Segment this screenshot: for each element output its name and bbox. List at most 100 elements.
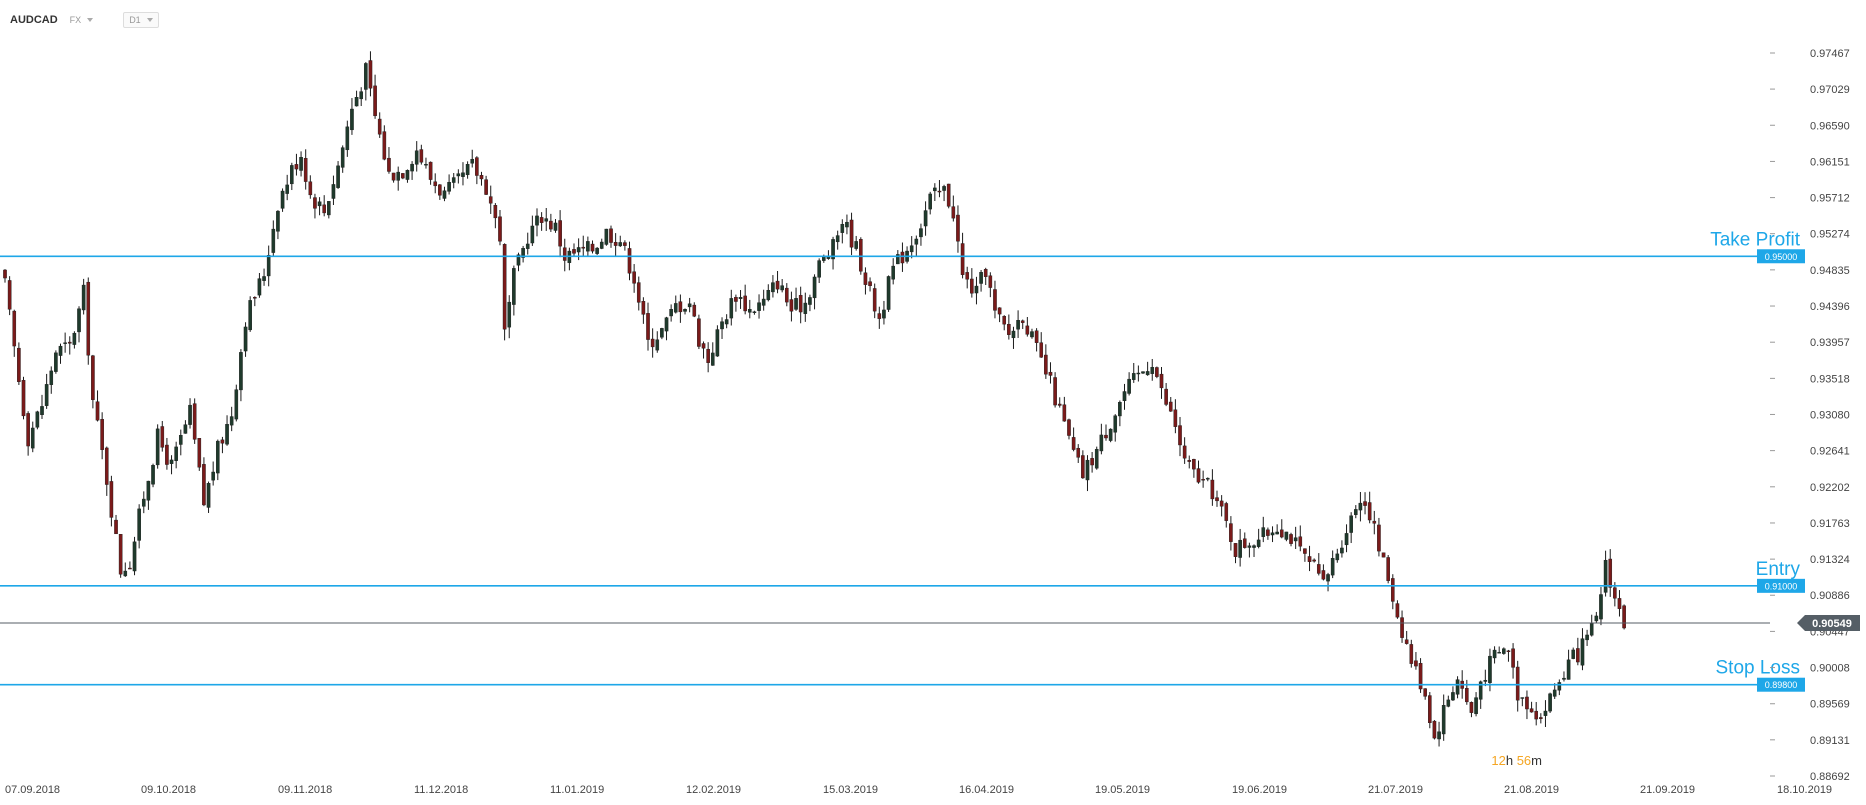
candle (1409, 639, 1414, 668)
candle (1303, 548, 1307, 562)
candle (599, 238, 604, 250)
candle (1279, 519, 1284, 539)
candle (123, 562, 128, 577)
candle (1145, 361, 1150, 376)
level-tag: 0.91000 (1765, 581, 1798, 591)
candle (1039, 332, 1044, 358)
candle (1358, 491, 1363, 522)
candle (817, 258, 821, 284)
candle (294, 153, 299, 176)
candle (1020, 319, 1025, 329)
candle (558, 210, 562, 258)
candle (160, 420, 165, 452)
candle (567, 247, 572, 271)
candle (146, 480, 151, 510)
candle (1474, 692, 1478, 717)
candle (1099, 423, 1104, 455)
chevron-down-icon (87, 18, 94, 22)
countdown-hours-unit: h (1505, 753, 1514, 768)
candle (1219, 495, 1224, 517)
candle (512, 265, 516, 316)
candle (1367, 491, 1372, 524)
candle (692, 302, 697, 318)
candle (1344, 524, 1349, 553)
candle (715, 325, 720, 357)
symbol-label: AUDCAD (10, 14, 58, 26)
candle (1173, 399, 1178, 434)
y-tick-label: 0.89569 (1810, 699, 1850, 711)
candle (118, 534, 123, 578)
candle (521, 245, 525, 263)
candle (1275, 524, 1279, 535)
candle (595, 246, 599, 256)
candle (1168, 396, 1173, 412)
candle (1150, 358, 1155, 381)
candle (840, 219, 845, 244)
y-tick-label: 0.93518 (1810, 373, 1850, 385)
candle (1284, 531, 1289, 542)
candle (1400, 610, 1404, 643)
candle (516, 252, 521, 272)
candle (405, 169, 410, 183)
candle (313, 193, 317, 219)
candle (609, 225, 613, 248)
candle (1136, 365, 1141, 382)
candle (1187, 455, 1192, 469)
candle (729, 289, 734, 326)
candle (1539, 713, 1543, 724)
candle (530, 215, 535, 246)
candle (1543, 700, 1548, 727)
x-tick-label: 11.01.2019 (550, 784, 604, 796)
candle (1201, 470, 1205, 488)
candle (914, 235, 919, 256)
candle (202, 457, 206, 507)
candle (1131, 362, 1136, 383)
level-name: Stop Loss (1716, 658, 1801, 679)
candle (951, 195, 956, 222)
candle (1071, 427, 1076, 452)
market-dropdown[interactable]: FX (70, 15, 94, 25)
y-tick-label: 0.95712 (1810, 193, 1850, 205)
candle (1594, 611, 1599, 623)
chevron-down-icon (146, 18, 153, 22)
candle (1497, 646, 1501, 654)
candle (886, 275, 891, 312)
candle (178, 429, 183, 456)
candle (1608, 549, 1613, 597)
candle (327, 201, 331, 219)
candle (414, 141, 419, 172)
candle (345, 120, 350, 157)
chart-toolbar: AUDCAD FX D1 (10, 10, 159, 30)
candle (1515, 660, 1520, 712)
y-tick-label: 0.94396 (1810, 301, 1850, 313)
candle (1159, 367, 1164, 399)
timeframe-dropdown[interactable]: D1 (123, 12, 159, 28)
candle (1603, 550, 1608, 597)
candle (905, 246, 909, 264)
candle (562, 238, 567, 272)
candle (1492, 646, 1497, 664)
candle (1502, 647, 1506, 655)
candle (581, 235, 586, 257)
candle (253, 296, 257, 307)
candle (738, 290, 743, 309)
candle (1349, 512, 1353, 544)
candle (706, 342, 710, 373)
candle (1589, 614, 1594, 637)
candle (1289, 532, 1293, 547)
candle (86, 277, 91, 365)
candle (215, 439, 220, 481)
candle (650, 328, 655, 358)
candle (900, 242, 905, 272)
candle (1566, 649, 1571, 680)
candle (303, 149, 308, 190)
candle (933, 183, 937, 201)
candle (507, 295, 512, 339)
candle (877, 306, 882, 329)
candle (970, 268, 974, 298)
candle (1455, 676, 1460, 699)
candle (192, 398, 197, 444)
candle (1404, 630, 1409, 645)
